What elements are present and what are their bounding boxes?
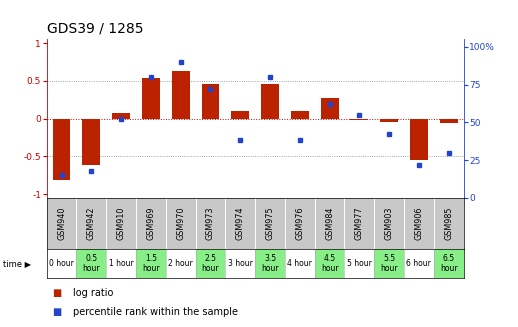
Text: 6.5
hour: 6.5 hour [440,254,457,273]
Text: GSM976: GSM976 [295,206,304,240]
Text: 3 hour: 3 hour [228,259,253,268]
Bar [202,84,219,119]
Text: GSM985: GSM985 [444,206,453,240]
Bar [440,119,458,123]
Text: 1.5
hour: 1.5 hour [142,254,160,273]
Text: GSM974: GSM974 [236,206,244,240]
Text: log ratio: log ratio [73,288,113,298]
Text: 5 hour: 5 hour [347,259,372,268]
Text: GSM906: GSM906 [414,206,423,240]
Text: 3.5
hour: 3.5 hour [261,254,279,273]
Text: 2.5
hour: 2.5 hour [202,254,219,273]
Text: percentile rank within the sample: percentile rank within the sample [73,307,238,317]
Bar [261,84,279,119]
Text: time ▶: time ▶ [3,259,31,268]
Bar [291,111,309,119]
FancyBboxPatch shape [344,249,374,278]
FancyBboxPatch shape [77,249,106,278]
Text: GSM984: GSM984 [325,206,334,240]
Text: GSM970: GSM970 [176,206,185,240]
Bar [321,98,339,119]
Bar [350,119,368,120]
FancyBboxPatch shape [285,249,315,278]
Bar [112,113,130,119]
Bar [231,111,249,119]
FancyBboxPatch shape [47,249,77,278]
FancyBboxPatch shape [315,249,344,278]
FancyBboxPatch shape [196,249,225,278]
Text: GDS39 / 1285: GDS39 / 1285 [47,22,143,36]
Text: ■: ■ [52,288,61,298]
Text: 2 hour: 2 hour [168,259,193,268]
Text: GSM903: GSM903 [385,206,394,240]
FancyBboxPatch shape [106,249,136,278]
Text: 0.5
hour: 0.5 hour [82,254,100,273]
Text: GSM940: GSM940 [57,206,66,240]
FancyBboxPatch shape [166,249,196,278]
Text: ■: ■ [52,307,61,317]
Bar [53,119,70,181]
Bar [380,119,398,122]
Text: 1 hour: 1 hour [109,259,134,268]
Text: GSM975: GSM975 [266,206,275,240]
Text: GSM910: GSM910 [117,206,125,240]
Text: 4 hour: 4 hour [287,259,312,268]
Bar [82,119,100,165]
FancyBboxPatch shape [255,249,285,278]
Bar [142,78,160,119]
Bar [172,71,190,119]
Text: 6 hour: 6 hour [407,259,431,268]
FancyBboxPatch shape [404,249,434,278]
FancyBboxPatch shape [136,249,166,278]
Text: 4.5
hour: 4.5 hour [321,254,338,273]
FancyBboxPatch shape [225,249,255,278]
Text: GSM977: GSM977 [355,206,364,240]
Text: GSM969: GSM969 [147,206,155,240]
FancyBboxPatch shape [374,249,404,278]
Text: GSM973: GSM973 [206,206,215,240]
Text: 0 hour: 0 hour [49,259,74,268]
Text: 5.5
hour: 5.5 hour [380,254,398,273]
Text: GSM942: GSM942 [87,206,96,240]
Bar [410,119,428,160]
FancyBboxPatch shape [434,249,464,278]
